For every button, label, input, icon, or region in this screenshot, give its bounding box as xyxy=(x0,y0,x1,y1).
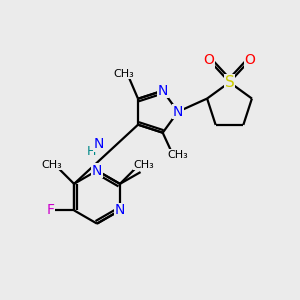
Text: H: H xyxy=(87,145,96,158)
Text: F: F xyxy=(46,203,55,218)
Text: CH₃: CH₃ xyxy=(42,160,62,170)
Text: N: N xyxy=(94,137,104,151)
Text: CH₃: CH₃ xyxy=(167,150,188,160)
Text: CH₃: CH₃ xyxy=(133,160,154,170)
Text: S: S xyxy=(225,75,234,90)
Text: N: N xyxy=(173,105,183,119)
Text: N: N xyxy=(158,84,168,98)
Text: N: N xyxy=(92,164,102,178)
Text: N: N xyxy=(115,203,125,218)
Text: O: O xyxy=(203,53,214,67)
Text: O: O xyxy=(245,53,256,67)
Text: CH₃: CH₃ xyxy=(113,69,134,79)
